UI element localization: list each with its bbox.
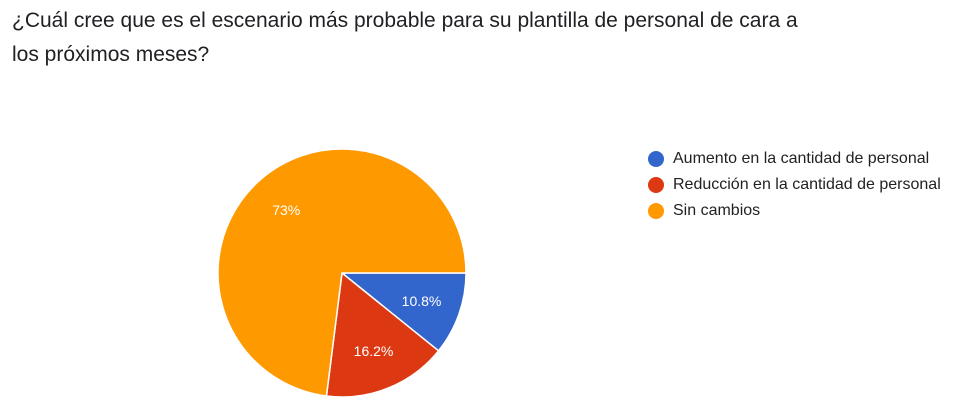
pie-label-sin-cambios: 73% bbox=[272, 202, 300, 218]
chart-legend: Aumento en la cantidad de personal Reduc… bbox=[648, 146, 941, 224]
legend-item-sin-cambios: Sin cambios bbox=[648, 198, 941, 224]
question-title: ¿Cuál cree que es el escenario más proba… bbox=[12, 9, 798, 66]
legend-item-reduccion: Reducción en la cantidad de personal bbox=[648, 172, 941, 198]
legend-swatch-sin-cambios bbox=[648, 203, 664, 219]
legend-swatch-reduccion bbox=[648, 177, 664, 193]
legend-swatch-aumento bbox=[648, 151, 664, 167]
legend-label-sin-cambios: Sin cambios bbox=[673, 202, 761, 219]
pie-slice-aumento bbox=[339, 272, 467, 352]
pie-slice-sin-cambios bbox=[217, 148, 467, 397]
pie-label-aumento: 10.8% bbox=[402, 293, 442, 309]
legend-label-reduccion: Reducción en la cantidad de personal bbox=[673, 176, 941, 193]
legend-item-aumento: Aumento en la cantidad de personal bbox=[648, 146, 941, 172]
legend-label-aumento: Aumento en la cantidad de personal bbox=[673, 150, 930, 167]
pie-slice-reduccion bbox=[325, 271, 440, 398]
pie-label-reduccion: 16.2% bbox=[354, 343, 394, 359]
